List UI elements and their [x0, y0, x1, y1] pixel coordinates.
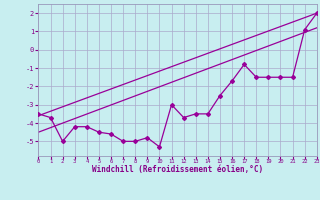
X-axis label: Windchill (Refroidissement éolien,°C): Windchill (Refroidissement éolien,°C): [92, 165, 263, 174]
